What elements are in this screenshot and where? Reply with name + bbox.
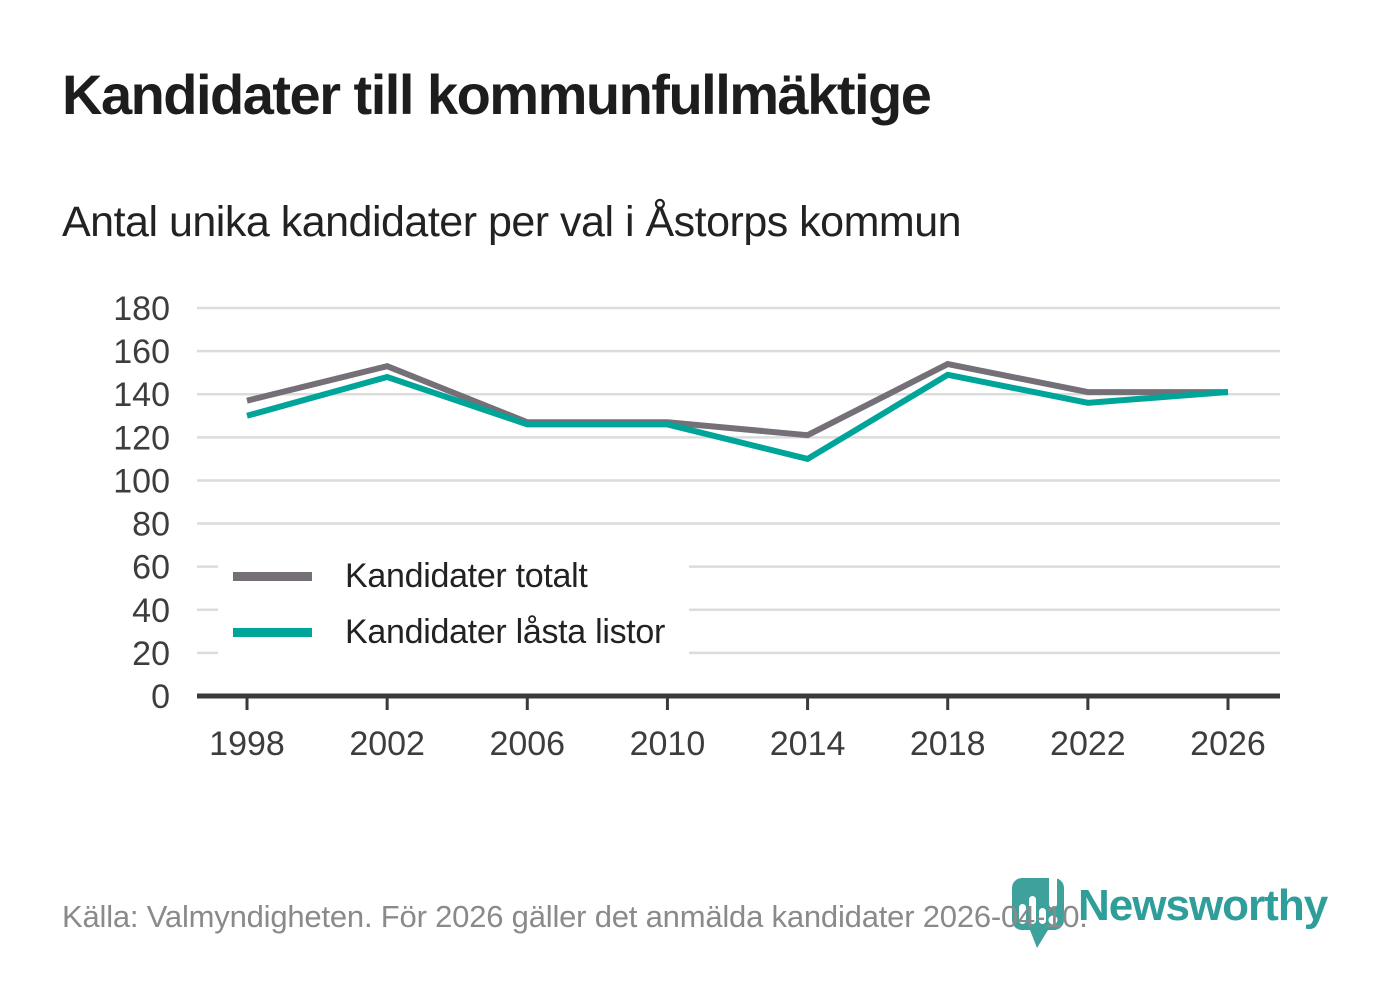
y-tick-label-100: 100 bbox=[113, 462, 170, 500]
x-tick-label-2026: 2026 bbox=[1190, 725, 1266, 763]
legend-label-lasta-listor: Kandidater låsta listor bbox=[345, 612, 666, 651]
newsworthy-bubble-icon bbox=[1012, 874, 1064, 948]
x-tick-label-2022: 2022 bbox=[1050, 725, 1126, 763]
y-tick-label-0: 0 bbox=[151, 678, 170, 716]
chart-legend: Kandidater totalt Kandidater låsta listo… bbox=[218, 551, 690, 659]
series-line-1 bbox=[246, 371, 1229, 463]
x-tick-label-2018: 2018 bbox=[910, 725, 986, 763]
page-title: Kandidater till kommunfullmäktige bbox=[62, 63, 932, 126]
newsworthy-logo: Newsworthy bbox=[1010, 872, 1328, 954]
x-tick-label-2010: 2010 bbox=[630, 725, 706, 763]
x-tick-label-2006: 2006 bbox=[489, 725, 565, 763]
series-line-0 bbox=[246, 360, 1228, 439]
x-tick-label-1998: 1998 bbox=[209, 725, 285, 763]
x-tick-label-2002: 2002 bbox=[349, 725, 425, 763]
y-tick-label-60: 60 bbox=[132, 549, 170, 587]
y-tick-label-120: 120 bbox=[113, 419, 170, 457]
y-tick-label-180: 180 bbox=[113, 290, 170, 328]
legend-item-totalt: Kandidater totalt bbox=[233, 556, 665, 595]
legend-item-lasta-listor: Kandidater låsta listor bbox=[233, 612, 666, 651]
y-tick-label-80: 80 bbox=[132, 506, 170, 544]
chart-subtitle: Antal unika kandidater per val i Åstorps… bbox=[62, 198, 962, 246]
legend-label-totalt: Kandidater totalt bbox=[345, 556, 588, 595]
y-tick-label-140: 140 bbox=[113, 376, 170, 414]
y-tick-label-160: 160 bbox=[113, 333, 170, 371]
legend-swatch-lasta-listor bbox=[233, 627, 312, 637]
newsworthy-wordmark: Newsworthy bbox=[1078, 881, 1328, 930]
x-tick-label-2014: 2014 bbox=[770, 725, 846, 763]
y-tick-label-20: 20 bbox=[132, 635, 170, 673]
legend-swatch-totalt bbox=[233, 571, 312, 581]
y-tick-label-40: 40 bbox=[132, 592, 170, 630]
source-note: Källa: Valmyndigheten. För 2026 gäller d… bbox=[62, 899, 1088, 934]
